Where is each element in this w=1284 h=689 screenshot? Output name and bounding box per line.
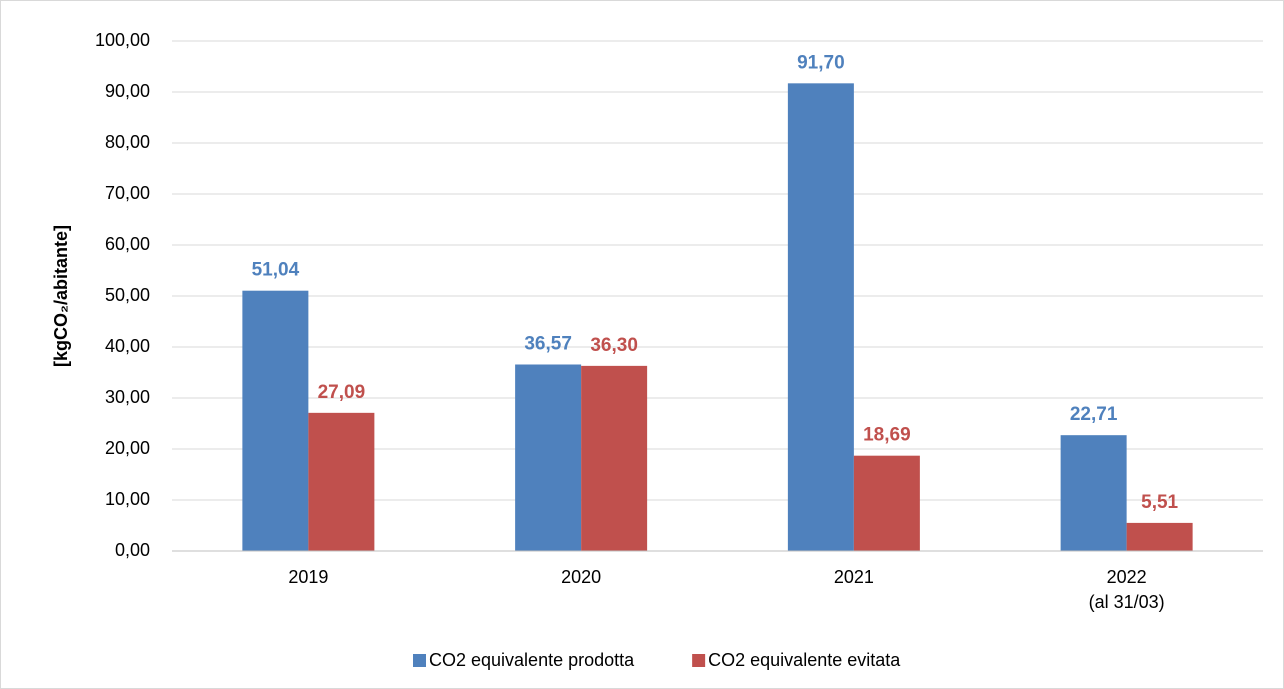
data-label: 27,09	[318, 382, 366, 403]
x-tick-label: 2022 (al 31/03)	[1089, 567, 1165, 612]
bar	[308, 412, 375, 551]
y-tick-label: 40,00	[105, 336, 150, 356]
legend-swatch	[413, 654, 426, 667]
bar	[787, 83, 854, 551]
y-tick-label: 60,00	[105, 234, 150, 254]
bar	[581, 365, 648, 551]
data-label: 51,04	[252, 260, 300, 281]
data-label: 18,69	[863, 425, 911, 446]
data-label: 36,57	[524, 334, 572, 355]
y-tick-label: 10,00	[105, 489, 150, 509]
y-tick-label: 80,00	[105, 132, 150, 152]
bar	[1126, 522, 1193, 551]
data-label: 91,70	[797, 52, 845, 73]
y-tick-label: 90,00	[105, 81, 150, 101]
bar	[242, 290, 309, 551]
bar	[1060, 435, 1127, 551]
x-tick-label: 2021	[834, 567, 874, 587]
y-tick-label: 20,00	[105, 438, 150, 458]
y-tick-label: 50,00	[105, 285, 150, 305]
data-label: 36,30	[590, 335, 638, 356]
x-tick-label: 2019	[288, 567, 328, 587]
y-tick-label: 70,00	[105, 183, 150, 203]
legend-swatch	[692, 654, 706, 667]
y-tick-label: 0,00	[115, 540, 150, 560]
bar	[853, 455, 920, 551]
bar	[515, 364, 582, 551]
legend-label: CO2 equivalente prodotta	[429, 650, 635, 670]
y-axis-title: [kgCO₂/abitante]	[51, 225, 71, 367]
data-label: 5,51	[1141, 492, 1178, 513]
y-tick-label: 30,00	[105, 387, 150, 407]
y-tick-label: 100,00	[95, 30, 150, 50]
data-label: 22,71	[1070, 404, 1118, 425]
legend-label: CO2 equivalente evitata	[708, 650, 901, 670]
x-tick-label: 2020	[561, 567, 601, 587]
